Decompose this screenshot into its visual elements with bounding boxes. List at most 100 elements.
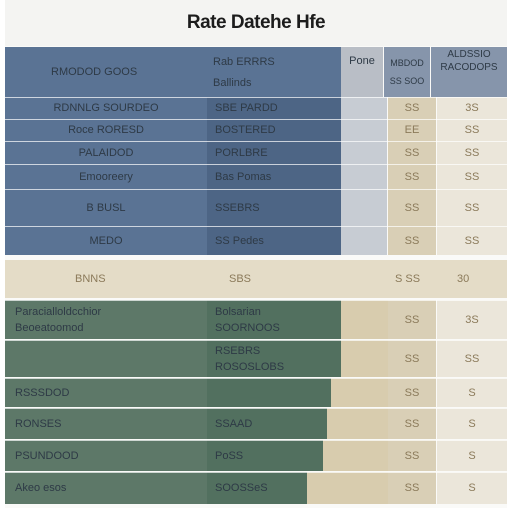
table-row-green-c5: S xyxy=(437,472,507,504)
row-label-2: BOSTERED xyxy=(215,124,276,136)
header-cell-4: MBDOD SS SOO xyxy=(384,47,430,97)
table-row-green-c4: SS xyxy=(388,408,436,439)
table-row-blue-c4: SS xyxy=(388,164,436,189)
table-row-blue-c1: MEDO xyxy=(5,226,207,255)
table-row-blue-c5: SS xyxy=(437,119,507,141)
header-cell-5: ALDSSIO RACODOPS xyxy=(431,47,507,97)
row-value-5: S xyxy=(468,417,476,430)
row-divider xyxy=(5,164,507,165)
table-row-green-c1: Akeo esos xyxy=(5,472,207,504)
table-row-blue-c5: SS xyxy=(437,226,507,255)
mid-row-label-4: S SS xyxy=(395,273,421,285)
mid-row-label-1: BNNS xyxy=(75,273,106,285)
row-value-5: 3S xyxy=(465,313,479,326)
table-row-green-c3 xyxy=(341,340,388,377)
table-row-green-c5: SS xyxy=(437,340,507,377)
table-row-green-c3 xyxy=(323,440,388,471)
row-label-2: Bolsarian xyxy=(215,305,261,318)
header-label-5a: ALDSSIO xyxy=(447,49,491,60)
table-row-blue-c4: SS xyxy=(388,97,436,119)
row-value-4: SS xyxy=(404,449,420,462)
row-value-5: SS xyxy=(464,146,480,159)
row-value-4: SS xyxy=(404,102,420,114)
table-row-blue-c2: PORLBRE xyxy=(207,141,341,164)
row-value-4: SS xyxy=(404,170,420,183)
table-row-green-c2: SOOSSeS xyxy=(207,472,307,504)
row-label-1: B BUSL xyxy=(86,201,126,214)
row-label-2: PORLBRE xyxy=(215,146,268,159)
table-row-blue-c3 xyxy=(341,226,387,255)
row-label-2: SOOSSeS xyxy=(215,482,268,494)
row-value-5: SS xyxy=(464,352,480,365)
row-label-2: SSAAD xyxy=(215,417,253,430)
table-row-blue-c2: SBE PARDD xyxy=(207,97,341,119)
row-value-4: SS xyxy=(404,417,420,430)
header-label-4a: MBDOD xyxy=(390,58,424,68)
row-label-2b: SOORNOOS xyxy=(215,321,280,334)
table-row-green-c3 xyxy=(327,408,388,439)
table-row-green-c5: S xyxy=(437,408,507,439)
row-label-1: Roce RORESD xyxy=(68,124,144,136)
header-cell-3: Pone xyxy=(341,47,383,97)
table-row-blue-c3 xyxy=(341,97,387,119)
table-row-green-c1: RSSSDOD xyxy=(5,378,207,407)
row-value-4: SS xyxy=(404,313,420,326)
title-bar: Rate Datehe Hfe xyxy=(5,0,507,46)
row-divider xyxy=(5,141,507,142)
header-label-1: RMODOD GOOS xyxy=(51,66,138,78)
row-label-1: RONSES xyxy=(15,417,62,430)
row-label-1b: Beoeatoomod xyxy=(15,321,84,334)
header-cell-2: Rab ERRRS Ballinds xyxy=(207,47,341,97)
table-row-green-c3 xyxy=(331,378,388,407)
row-divider xyxy=(5,340,507,341)
table-row-green-c3 xyxy=(341,300,388,339)
table-row-green-c1: PSUNDOOD xyxy=(5,440,207,471)
row-value-4: EE xyxy=(404,124,420,136)
table-row-green-c1: Paracialloldcchior Beoeatoomod xyxy=(5,300,207,339)
row-value-5: S xyxy=(468,449,476,462)
row-divider xyxy=(5,300,507,301)
row-divider xyxy=(5,378,507,379)
row-value-5: SS xyxy=(464,234,480,247)
row-value-5: SS xyxy=(464,201,480,214)
table-row-green-c1 xyxy=(5,340,207,377)
row-divider xyxy=(5,408,507,409)
table-frame: Rate Datehe Hfe RMODOD GOOS Rab ERRRS Ba… xyxy=(5,0,507,508)
table-row-green-c2: SSAAD xyxy=(207,408,327,439)
table-row-green-c1: RONSES xyxy=(5,408,207,439)
table-row-blue-c5: SS xyxy=(437,164,507,189)
mid-row xyxy=(5,260,507,298)
table-row-blue-c5: SS xyxy=(437,141,507,164)
row-value-5: S xyxy=(468,482,476,494)
table-row-blue-c3 xyxy=(341,119,387,141)
table-row-blue-c3 xyxy=(341,141,387,164)
table-row-blue-c1: B BUSL xyxy=(5,189,207,226)
table-row-blue-c2: SS Pedes xyxy=(207,226,341,255)
row-label-1: RSSSDOD xyxy=(15,386,70,399)
header-label-2a: Rab ERRRS xyxy=(213,55,275,68)
table-row-blue-c3 xyxy=(341,164,387,189)
table-row-green-c2: PoSS xyxy=(207,440,323,471)
row-label-1: PSUNDOOD xyxy=(15,449,79,462)
row-value-5: 3S xyxy=(465,102,479,114)
row-value-4: SS xyxy=(404,234,420,247)
row-divider xyxy=(5,119,507,120)
table-row-green-c4: SS xyxy=(388,300,436,339)
row-value-5: S xyxy=(468,386,476,399)
row-divider xyxy=(5,189,507,190)
row-value-4: SS xyxy=(404,352,420,365)
row-value-5: SS xyxy=(464,124,480,136)
table-row-blue-c1: Roce RORESD xyxy=(5,119,207,141)
table-row-green-c4: SS xyxy=(388,472,436,504)
header-label-2b: Ballinds xyxy=(213,76,252,89)
row-divider xyxy=(5,97,507,98)
row-label-2: SBE PARDD xyxy=(215,102,278,114)
table-row-blue-c4: SS xyxy=(388,189,436,226)
row-label-1: PALAIDOD xyxy=(78,146,134,159)
mid-row-label-5: 30 xyxy=(457,273,470,285)
row-value-4: SS xyxy=(404,482,420,494)
table-row-green-c2: RSEBRS ROSOSLOBS xyxy=(207,340,341,377)
header-label-4b: SS SOO xyxy=(389,76,425,86)
header-cell-1: RMODOD GOOS xyxy=(5,47,207,97)
row-divider xyxy=(5,226,507,227)
